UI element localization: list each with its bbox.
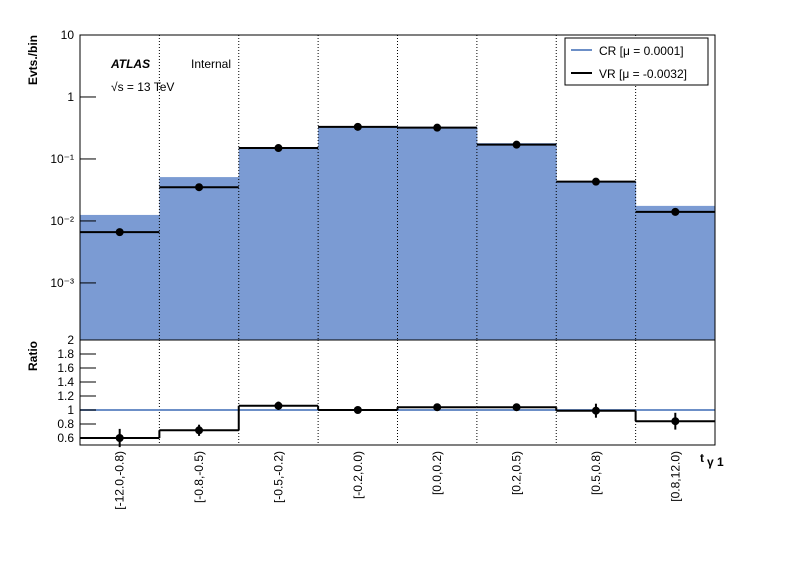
vr-ratio-point [512,403,521,412]
cr-bar [238,146,319,340]
x-axis-label: t [700,451,704,465]
legend-box [564,37,709,86]
y-tick-label: 10 [61,28,75,42]
cr-bar [397,126,478,340]
ratio-tick-label: 1.6 [57,361,74,375]
ratio-frame [79,339,716,446]
status-label: Internal [191,57,231,71]
x-tick-label: [0.0,0.2) [430,451,444,495]
x-tick-label: [-0.8,-0.5) [192,451,206,503]
vr-point [512,140,521,149]
vr-ratio-point [353,406,362,414]
x-tick-label: [0.8,12.0) [668,451,682,502]
vr-ratio-point [591,406,600,415]
vr-point [591,177,600,186]
cr-bar [556,181,637,340]
vr-ratio-point [195,426,204,435]
x-tick-label: [0.2,0.5) [510,451,524,495]
ratio-tick-label: 1.4 [57,375,74,389]
vr-ratio-point [115,434,124,442]
legend-label: CR [μ = 0.0001] [599,44,684,58]
cr-bar [635,205,716,340]
cr-bar [318,126,398,341]
ratio-tick-label: 0.8 [57,417,74,431]
vr-point [433,123,442,132]
vr-point [671,207,680,216]
x-tick-label: [-12.0,-0.8) [113,451,127,510]
ratio-tick-label: 1.8 [57,347,74,361]
x-tick-label: [-0.2,0.0) [351,451,365,499]
y-tick-label: 1 [67,90,74,104]
legend-label: VR [μ = -0.0032] [599,67,687,81]
vr-point [195,183,204,192]
cr-bar [159,177,240,340]
ratio-tick-label: 2 [67,333,74,347]
ratio-axis-label: Ratio [26,341,40,371]
x-tick-label: [0.5,0.8) [589,451,603,495]
cr-bar [476,143,557,340]
energy-label: √s = 13 TeV [111,80,174,94]
vr-point [274,144,283,153]
vr-point [353,122,362,131]
y-axis-label: Evts./bin [26,35,40,85]
x-axis-label-sub: γ 1 [707,455,724,469]
y-tick-label: 10⁻¹ [50,152,74,166]
ratio-tick-label: 1.2 [57,389,74,403]
vr-ratio-point [274,401,283,410]
ratio-tick-label: 0.6 [57,431,74,445]
y-tick-label: 10⁻² [50,214,74,228]
vr-ratio-point [671,417,680,426]
y-tick-label: 10⁻³ [50,276,74,290]
vr-point [115,228,124,237]
x-tick-label: [-0.5,-0.2) [271,451,285,503]
vr-ratio-point [433,403,442,412]
experiment-label: ATLAS [110,57,150,71]
ratio-tick-label: 1 [67,403,74,417]
